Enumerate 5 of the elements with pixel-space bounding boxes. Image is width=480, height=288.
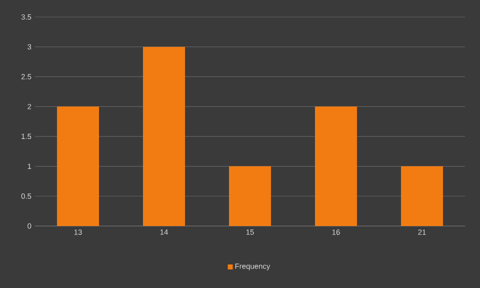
bar	[400, 166, 443, 226]
bar	[229, 166, 271, 226]
bar	[57, 106, 100, 226]
bar	[314, 106, 357, 226]
bar	[143, 46, 185, 226]
